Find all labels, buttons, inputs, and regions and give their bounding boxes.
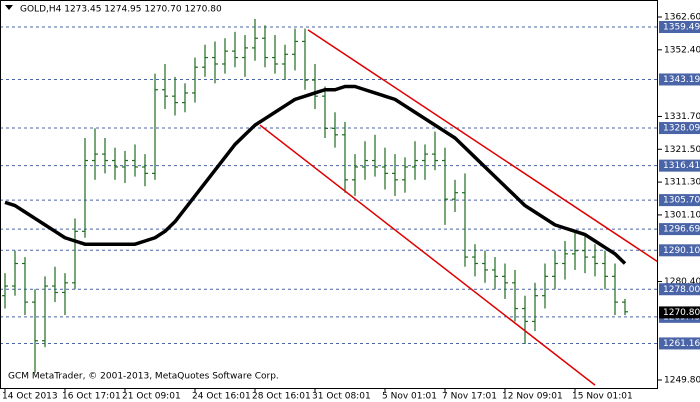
moving-average (4, 84, 627, 265)
level-label-box (659, 283, 700, 296)
y-tick-label: 1362.60 (664, 13, 700, 23)
last-price-box (659, 306, 700, 319)
header-arrow (5, 5, 13, 10)
y-tick-label: 1280.40 (664, 277, 700, 287)
trendline (259, 124, 596, 386)
level-label: 1296.69 (663, 225, 700, 235)
x-tick-label: 31 Oct 08:01 (312, 392, 371, 402)
x-tick-label: 16 Oct 17:01 (62, 392, 121, 402)
y-tick-label: 1301.10 (664, 210, 700, 220)
level-label-box (659, 244, 700, 257)
header: GOLD,H4 1273.45 1274.95 1270.70 1270.80 (20, 5, 222, 15)
level-label: 1343.19 (663, 75, 700, 85)
level-label: 1359.49 (663, 23, 700, 33)
y-tick-label: 1331.70 (664, 112, 700, 122)
x-tick-label: 5 Nov 01:01 (382, 392, 437, 402)
level-label-box (659, 21, 700, 34)
last-price-label: 1270.80 (663, 308, 700, 318)
trendline (307, 29, 657, 263)
level-label: 1328.09 (663, 124, 700, 134)
y-tick-label: 1311.30 (664, 178, 700, 188)
level-label: 1305.70 (663, 196, 700, 206)
y-tick-label: 1249.80 (664, 376, 700, 386)
watermark: GCM MetaTrader, © 2001-2013, MetaQuotes … (8, 372, 279, 382)
level-label-box (659, 194, 700, 207)
level-label: 1278.00 (663, 285, 700, 295)
plot-frame (0, 0, 658, 389)
y-tick-label: 1352.40 (664, 45, 700, 55)
x-tick-label: 24 Oct 16:01 (192, 392, 251, 402)
x-tick-label: 7 Nov 17:01 (442, 392, 497, 402)
x-tick-label: 15 Nov 01:01 (572, 392, 633, 402)
level-label-box (659, 122, 700, 135)
x-tick-label: 12 Nov 09:01 (502, 392, 563, 402)
level-label: 1290.10 (663, 246, 700, 256)
x-tick-label: 14 Oct 2013 (2, 392, 58, 402)
plot (1, 18, 657, 386)
x-tick-label: 28 Oct 16:01 (252, 392, 311, 402)
level-label-box (659, 337, 700, 350)
level-label-box (659, 159, 700, 172)
y-tick-label: 1321.50 (664, 145, 700, 155)
level-label-box (659, 73, 700, 86)
level-label-box (659, 223, 700, 236)
x-tick-label: 21 Oct 09:01 (122, 392, 181, 402)
level-label: 1261.16 (663, 339, 700, 349)
level-label: 1316.41 (663, 161, 700, 171)
